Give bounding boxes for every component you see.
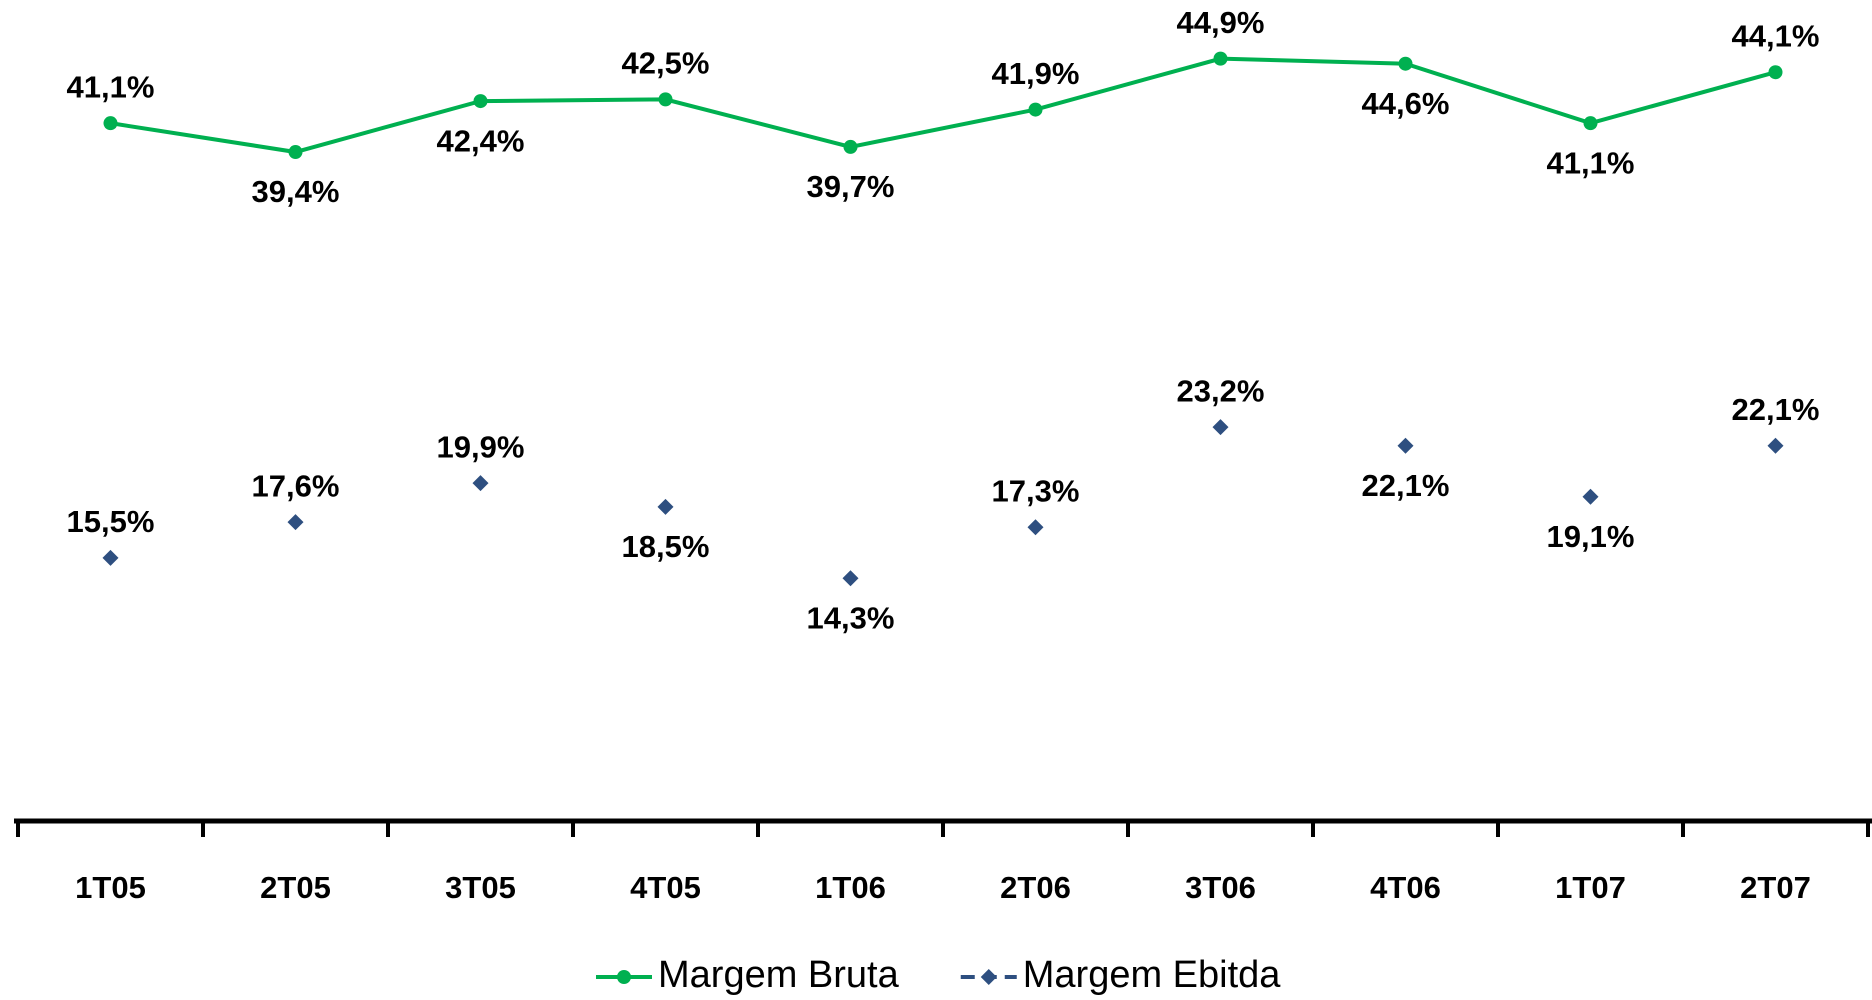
data-label: 19,9% <box>437 429 525 464</box>
data-point <box>1768 65 1783 80</box>
x-tick-label: 1T05 <box>75 870 146 905</box>
data-label: 44,9% <box>1177 5 1265 40</box>
data-point <box>1398 56 1413 71</box>
legend-label: Margem Ebitda <box>1023 954 1282 996</box>
data-point <box>658 92 673 107</box>
data-label: 23,2% <box>1177 373 1265 408</box>
data-label: 15,5% <box>67 504 155 539</box>
data-label: 14,3% <box>807 600 895 635</box>
x-tick-label: 3T05 <box>445 870 516 905</box>
data-point <box>102 549 119 566</box>
series-line <box>110 56 1777 155</box>
x-tick-label: 2T06 <box>1000 870 1071 905</box>
x-tick-label: 2T07 <box>1740 870 1811 905</box>
data-label: 19,1% <box>1547 519 1635 554</box>
data-point <box>1028 102 1043 117</box>
data-label: 18,5% <box>622 529 710 564</box>
data-label: 42,4% <box>437 123 525 158</box>
data-label: 17,3% <box>992 473 1080 508</box>
data-point <box>103 116 118 131</box>
data-label: 41,9% <box>992 56 1080 91</box>
legend-marker <box>617 970 631 984</box>
data-point <box>1583 116 1598 131</box>
data-point <box>472 475 489 492</box>
data-point <box>287 514 304 531</box>
x-tick-label: 4T06 <box>1370 870 1441 905</box>
data-label: 42,5% <box>622 46 710 81</box>
data-label: 44,6% <box>1362 86 1450 121</box>
data-label: 22,1% <box>1362 468 1450 503</box>
data-point <box>473 94 488 109</box>
data-label: 41,1% <box>67 69 155 104</box>
x-tick-label: 2T05 <box>260 870 331 905</box>
data-point <box>1212 419 1229 436</box>
x-tick-label: 1T07 <box>1555 870 1626 905</box>
data-point <box>1027 519 1044 536</box>
data-label: 22,1% <box>1732 392 1820 427</box>
data-label: 39,4% <box>252 174 340 209</box>
data-label: 17,6% <box>252 468 340 503</box>
data-point <box>1397 437 1414 454</box>
data-point <box>843 139 858 154</box>
data-label: 41,1% <box>1547 145 1635 180</box>
data-label: 44,1% <box>1732 18 1820 53</box>
data-point <box>842 570 859 587</box>
data-point <box>657 498 674 515</box>
legend-marker <box>980 969 997 985</box>
data-point <box>288 145 303 160</box>
x-tick-label: 4T05 <box>630 870 701 905</box>
x-tick-label: 3T06 <box>1185 870 1256 905</box>
legend-label: Margem Bruta <box>658 954 900 996</box>
x-tick-label: 1T06 <box>815 870 886 905</box>
data-point <box>1582 488 1599 505</box>
data-point <box>1213 51 1228 66</box>
data-label: 39,7% <box>807 169 895 204</box>
data-point <box>1767 437 1784 454</box>
